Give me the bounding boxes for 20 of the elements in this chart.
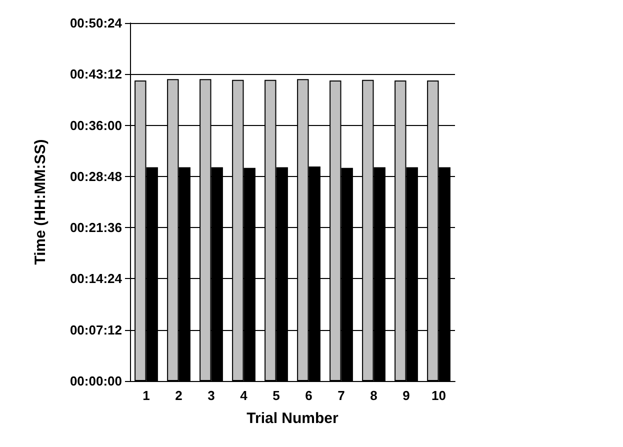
- x-tick-label: 3: [208, 388, 215, 403]
- y-tick-label: 00:43:12: [70, 66, 122, 82]
- y-tick-label: 00:50:24: [70, 16, 123, 30]
- y-tick-label: 00:36:00: [70, 118, 122, 133]
- y-tick-label: 00:14:24: [70, 271, 123, 286]
- x-tick-label: 10: [432, 388, 446, 403]
- x-tick-label: 2: [175, 388, 182, 403]
- y-axis-title: Time (HH:MM:SS): [32, 139, 49, 265]
- x-axis-title: Trial Number: [246, 410, 339, 427]
- x-tick-label: 9: [402, 388, 410, 403]
- y-tick-label: 00:28:48: [70, 168, 122, 184]
- x-tick-label: 5: [272, 388, 280, 403]
- x-tick-label: 1: [142, 388, 150, 403]
- x-tick-label: 6: [305, 388, 312, 403]
- y-tick-label: 00:00:00: [70, 374, 122, 388]
- x-tick-label: 7: [338, 388, 345, 403]
- x-tick-label: 8: [370, 388, 378, 403]
- y-tick-label: 00:21:36: [70, 220, 122, 236]
- y-tick-label: 00:07:12: [70, 322, 122, 338]
- x-tick-label: 4: [240, 388, 248, 403]
